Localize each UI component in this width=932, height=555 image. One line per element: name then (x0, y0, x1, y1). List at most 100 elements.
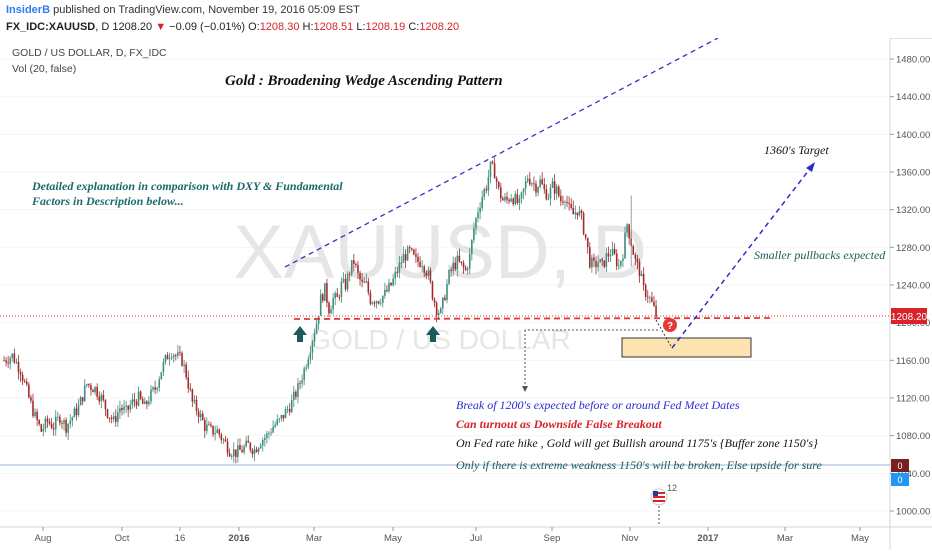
price-chart[interactable]: 1480.00 1440.00 1400.00 1360.00 1320.00 1280.… (0, 37, 932, 550)
chart-title[interactable]: Gold : Broadening Wedge Ascending Patter… (225, 73, 503, 89)
candle-body (423, 266, 426, 273)
candle-body (508, 199, 510, 202)
candle-body (40, 424, 43, 432)
candle-body (30, 397, 32, 401)
candle-body (38, 420, 40, 425)
candle-body (609, 255, 612, 257)
candle-body (42, 428, 45, 432)
pullbacks-label[interactable]: Smaller pullbacks expected (754, 248, 886, 262)
candle-body (367, 281, 370, 293)
candle-body (266, 433, 268, 438)
watermark-name: GOLD / US DOLLAR (309, 324, 570, 355)
candle-body (290, 400, 293, 413)
candle-body (160, 371, 163, 380)
candle-body (309, 352, 312, 360)
volume-tag-blue-text: 0 (897, 475, 902, 485)
price-tick-label: 1400.00 (896, 130, 930, 141)
candle-body (133, 399, 136, 402)
note-4[interactable]: Only if there is extreme weakness 1150's… (456, 458, 823, 472)
candle-body (203, 420, 206, 431)
candle-body (493, 163, 496, 179)
note-2[interactable]: Can turnout as Downside False Breakout (456, 417, 662, 431)
candle-body (425, 272, 428, 276)
candle-body (655, 305, 657, 317)
candle-body (566, 201, 568, 203)
wedge-upper-trendline[interactable] (284, 37, 719, 268)
volume-tag-blue (891, 473, 909, 486)
candle-body (597, 262, 599, 268)
candle-body (143, 401, 146, 404)
candle-body (348, 274, 351, 275)
candle-body (50, 423, 53, 429)
publish-info: published on TradingView.com, November 1… (53, 4, 360, 16)
candle-body (535, 183, 537, 193)
candle-body (210, 424, 212, 426)
candle-body (427, 270, 430, 276)
candle-body (382, 295, 384, 303)
candlestick-series (3, 157, 657, 464)
projection-up-arrow[interactable] (671, 165, 813, 349)
candle-body (539, 179, 541, 188)
candle-body (346, 274, 349, 290)
candle-body (86, 383, 88, 386)
explanation-line-1[interactable]: Detailed explanation in comparison with … (31, 179, 343, 193)
candle-body (361, 279, 363, 282)
candle-body (628, 224, 630, 239)
candle-body (543, 184, 546, 190)
note-3[interactable]: On Fed rate hike , Gold will get Bullish… (456, 436, 818, 450)
candle-body (3, 360, 5, 362)
candle-body (328, 302, 330, 314)
candle-body (241, 449, 243, 453)
candle-body (373, 302, 376, 304)
candle-body (183, 364, 185, 366)
candle-body (336, 293, 339, 297)
candle-body (649, 297, 651, 299)
low-label: L: (356, 21, 366, 33)
candle-body (388, 282, 390, 292)
candle-body (59, 416, 61, 424)
candle-body (622, 258, 624, 261)
candle-body (477, 212, 479, 219)
candle-body (199, 413, 202, 418)
candle-body (301, 380, 303, 384)
target-label[interactable]: 1360's Target (764, 143, 829, 157)
candle-body (282, 415, 285, 419)
candle-body (77, 405, 80, 416)
volume-legend[interactable]: Vol (20, false) (12, 63, 76, 75)
open-value: 1208.30 (259, 21, 300, 33)
candle-body (127, 405, 129, 410)
candle-body (475, 218, 477, 229)
candle-body (442, 297, 444, 309)
candle-body (613, 248, 616, 254)
candle-body (491, 161, 494, 164)
question-marker[interactable] (663, 318, 677, 332)
candle-body (54, 416, 57, 430)
candle-body (589, 247, 591, 268)
candle-body (533, 183, 535, 185)
candle-body (315, 324, 318, 334)
candle-body (61, 423, 63, 424)
series-legend[interactable]: GOLD / US DOLLAR, D, FX_IDC (12, 47, 167, 59)
candle-body (317, 315, 320, 325)
candle-body (651, 297, 653, 302)
buffer-zone-box[interactable] (621, 337, 752, 358)
candle-body (384, 289, 386, 296)
us-flag-event-icon[interactable] (650, 488, 668, 506)
candle-body (338, 296, 341, 298)
note-1[interactable]: Break of 1200's expected before or aroun… (456, 398, 740, 412)
time-tick-label: 2017 (697, 533, 718, 544)
candle-body (119, 407, 121, 413)
candle-body (123, 406, 125, 411)
time-tick-label: 16 (175, 533, 186, 544)
candle-body (620, 260, 622, 266)
candle-body (576, 212, 579, 216)
candle-body (307, 359, 310, 368)
author-name[interactable]: InsiderB (6, 4, 51, 16)
candle-body (355, 263, 357, 266)
chart-area[interactable]: 1480.00 1440.00 1400.00 1360.00 1320.00 1280.… (0, 37, 932, 550)
candle-body (642, 273, 645, 286)
candle-body (257, 448, 260, 453)
candle-body (359, 272, 361, 280)
explanation-line-2[interactable]: Factors in Description below... (31, 194, 184, 208)
candle-body (458, 255, 461, 262)
